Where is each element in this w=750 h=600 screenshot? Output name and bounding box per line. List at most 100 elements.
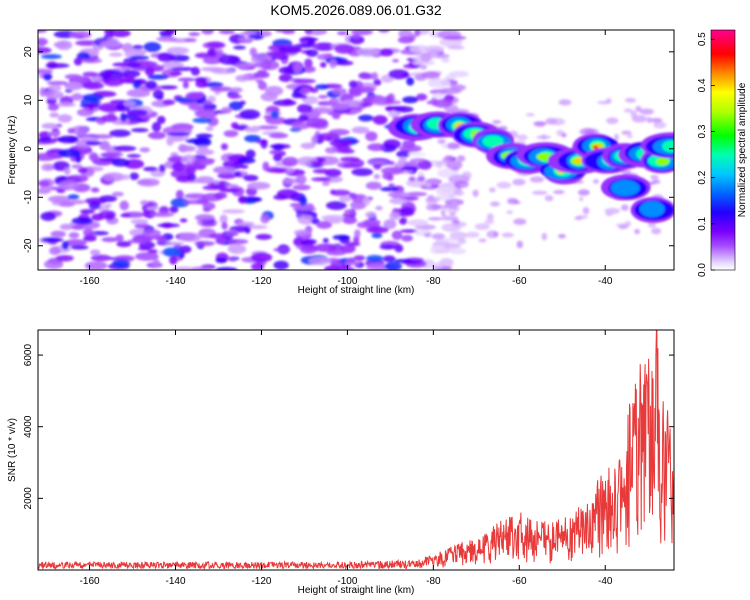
noise-blob bbox=[440, 208, 446, 216]
noise-blob bbox=[108, 52, 123, 57]
noise-blob bbox=[111, 191, 124, 197]
noise-blob bbox=[295, 174, 307, 185]
y-tick-label: -10 bbox=[23, 190, 34, 205]
noise-blob bbox=[158, 164, 166, 173]
noise-blob bbox=[461, 171, 472, 180]
signal-contour bbox=[656, 157, 670, 166]
noise-blob bbox=[226, 155, 242, 160]
noise-blob bbox=[338, 195, 352, 203]
signal-contour bbox=[536, 152, 553, 161]
noise-blob bbox=[230, 87, 243, 93]
noise-blob bbox=[98, 102, 122, 113]
noise-blob bbox=[132, 45, 144, 50]
noise-blob bbox=[111, 259, 131, 268]
noise-blob bbox=[319, 61, 327, 68]
noise-blob bbox=[332, 114, 341, 120]
noise-blob bbox=[253, 62, 269, 68]
noise-blob bbox=[145, 80, 157, 90]
noise-blob bbox=[421, 71, 441, 79]
noise-blob bbox=[235, 74, 250, 82]
noise-blob bbox=[200, 66, 224, 72]
noise-blob bbox=[80, 209, 95, 215]
noise-blob bbox=[624, 97, 637, 103]
noise-blob bbox=[55, 254, 74, 262]
noise-blob bbox=[113, 145, 137, 152]
y-tick-label: -20 bbox=[23, 238, 34, 253]
noise-blob bbox=[330, 103, 351, 111]
noise-blob bbox=[169, 255, 178, 265]
noise-blob bbox=[385, 95, 392, 104]
noise-blob bbox=[414, 30, 421, 37]
noise-blob bbox=[435, 161, 443, 169]
noise-blob bbox=[371, 232, 383, 239]
noise-blob bbox=[260, 139, 268, 149]
noise-blob bbox=[424, 182, 432, 188]
noise-blob bbox=[75, 154, 82, 164]
noise-blob bbox=[41, 54, 62, 60]
x-tick-label: -80 bbox=[426, 576, 441, 587]
noise-blob bbox=[438, 87, 462, 95]
noise-blob bbox=[334, 44, 355, 52]
noise-blob bbox=[84, 261, 108, 270]
noise-blob bbox=[103, 77, 125, 87]
noise-blob bbox=[273, 247, 291, 252]
noise-blob bbox=[299, 37, 319, 42]
noise-blob bbox=[257, 81, 267, 91]
noise-blob bbox=[478, 238, 487, 243]
noise-blob bbox=[151, 121, 162, 132]
noise-blob bbox=[70, 245, 89, 250]
noise-blob bbox=[59, 223, 74, 230]
noise-blob bbox=[264, 85, 284, 96]
noise-blob bbox=[88, 152, 99, 162]
noise-blob bbox=[398, 30, 413, 39]
noise-blob bbox=[46, 80, 68, 86]
noise-blob bbox=[219, 188, 241, 193]
y-tick-label: 20 bbox=[23, 46, 34, 58]
noise-blob bbox=[221, 106, 233, 114]
noise-blob bbox=[71, 164, 83, 169]
noise-blob bbox=[124, 100, 136, 107]
noise-blob bbox=[201, 30, 214, 35]
noise-blob bbox=[516, 134, 528, 141]
noise-blob bbox=[245, 225, 268, 230]
noise-blob bbox=[342, 216, 357, 225]
noise-blob bbox=[143, 42, 162, 53]
noise-blob bbox=[266, 167, 288, 173]
noise-blob bbox=[350, 34, 361, 39]
noise-blob bbox=[227, 238, 249, 245]
noise-blob bbox=[305, 49, 319, 57]
noise-blob bbox=[313, 243, 338, 253]
noise-blob bbox=[98, 210, 116, 220]
x-tick-label: -60 bbox=[512, 576, 527, 587]
x-tick-label: -100 bbox=[337, 276, 357, 287]
noise-blob bbox=[217, 172, 237, 179]
noise-blob bbox=[175, 189, 184, 200]
noise-blob bbox=[425, 197, 441, 203]
y-tick-label: 6000 bbox=[23, 344, 34, 367]
signal-contour bbox=[662, 140, 674, 153]
x-tick-label: -40 bbox=[598, 576, 613, 587]
noise-blob bbox=[550, 118, 566, 126]
noise-blob bbox=[170, 197, 190, 208]
noise-blob bbox=[47, 131, 61, 136]
noise-blob bbox=[147, 131, 166, 140]
noise-blob bbox=[38, 30, 48, 33]
noise-blob bbox=[620, 204, 629, 211]
noise-blob bbox=[367, 143, 386, 152]
noise-blob bbox=[120, 213, 131, 218]
noise-blob bbox=[196, 176, 215, 184]
noise-blob bbox=[175, 175, 192, 183]
noise-blob bbox=[237, 221, 255, 226]
noise-blob bbox=[152, 258, 160, 268]
noise-blob bbox=[635, 105, 642, 112]
noise-blob bbox=[348, 109, 363, 114]
noise-blob bbox=[115, 234, 124, 243]
noise-blob bbox=[544, 195, 554, 202]
noise-blob bbox=[311, 135, 318, 146]
noise-blob bbox=[166, 46, 190, 55]
colorbar-tick-label: 0.4 bbox=[697, 78, 708, 92]
noise-blob bbox=[465, 231, 480, 238]
noise-blob bbox=[152, 89, 164, 100]
snr-x-label: Height of straight line (km) bbox=[298, 585, 415, 596]
noise-blob bbox=[64, 239, 87, 247]
